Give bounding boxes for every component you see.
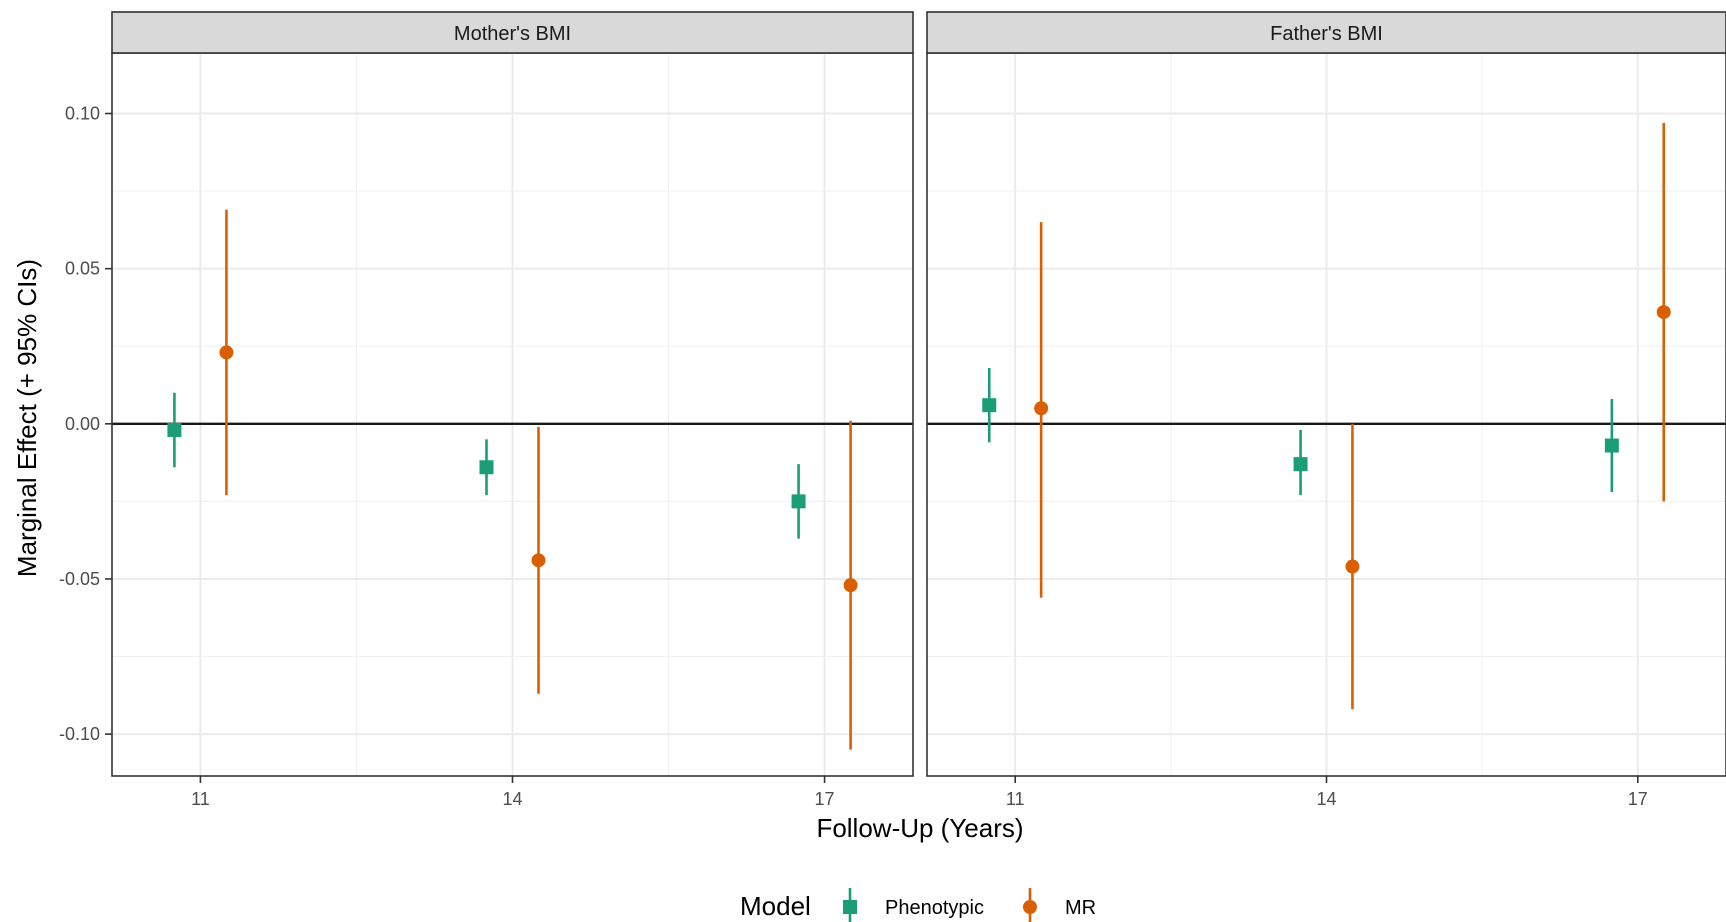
legend-title: Model — [740, 891, 811, 921]
panel-1: Father's BMI — [926, 11, 1726, 777]
point-mr — [843, 578, 858, 593]
legend: Model Phenotypic MR — [740, 888, 1096, 922]
point-mr — [1345, 559, 1360, 574]
point-phenotypic — [1604, 438, 1619, 453]
point-phenotypic — [167, 423, 182, 438]
point-mr — [219, 345, 234, 360]
panel-0: Mother's BMI — [111, 11, 914, 777]
legend-key-circle — [1023, 900, 1037, 914]
x-tick-label: 17 — [1628, 789, 1648, 809]
y-tick-label: 0.10 — [65, 104, 100, 124]
point-phenotypic — [479, 460, 494, 475]
x-axis-title: Follow-Up (Years) — [816, 813, 1023, 843]
x-tick-label: 14 — [1316, 789, 1336, 809]
x-axis: 11 14 17 11 14 17 — [191, 776, 1648, 809]
y-tick-label: 0.05 — [65, 259, 100, 279]
facet-strip-label: Father's BMI — [1270, 23, 1383, 45]
x-tick-label: 17 — [815, 789, 835, 809]
point-phenotypic — [791, 494, 806, 509]
x-tick-label: 11 — [1006, 789, 1025, 809]
facet-strip — [111, 11, 914, 54]
y-axis-title: Marginal Effect (+ 95% CIs) — [12, 259, 42, 577]
point-phenotypic — [982, 398, 997, 413]
legend-label: Phenotypic — [885, 897, 984, 919]
facet-strip-label: Mother's BMI — [454, 23, 571, 45]
legend-key-square — [843, 900, 857, 914]
point-mr — [531, 553, 546, 568]
y-tick-label: -0.05 — [59, 569, 100, 589]
legend-label: MR — [1065, 897, 1096, 919]
panels-layer: Mother's BMI Father's BMI — [111, 11, 1726, 777]
point-phenotypic — [1293, 457, 1308, 472]
point-mr — [1034, 401, 1049, 416]
facet-strip — [926, 11, 1726, 54]
y-tick-label: 0.00 — [65, 414, 100, 434]
y-axis: -0.10 -0.05 0.00 0.05 0.10 — [59, 104, 112, 744]
point-mr — [1656, 305, 1671, 320]
y-tick-label: -0.10 — [59, 724, 100, 744]
x-tick-label: 11 — [191, 789, 210, 809]
x-tick-label: 14 — [502, 789, 522, 809]
